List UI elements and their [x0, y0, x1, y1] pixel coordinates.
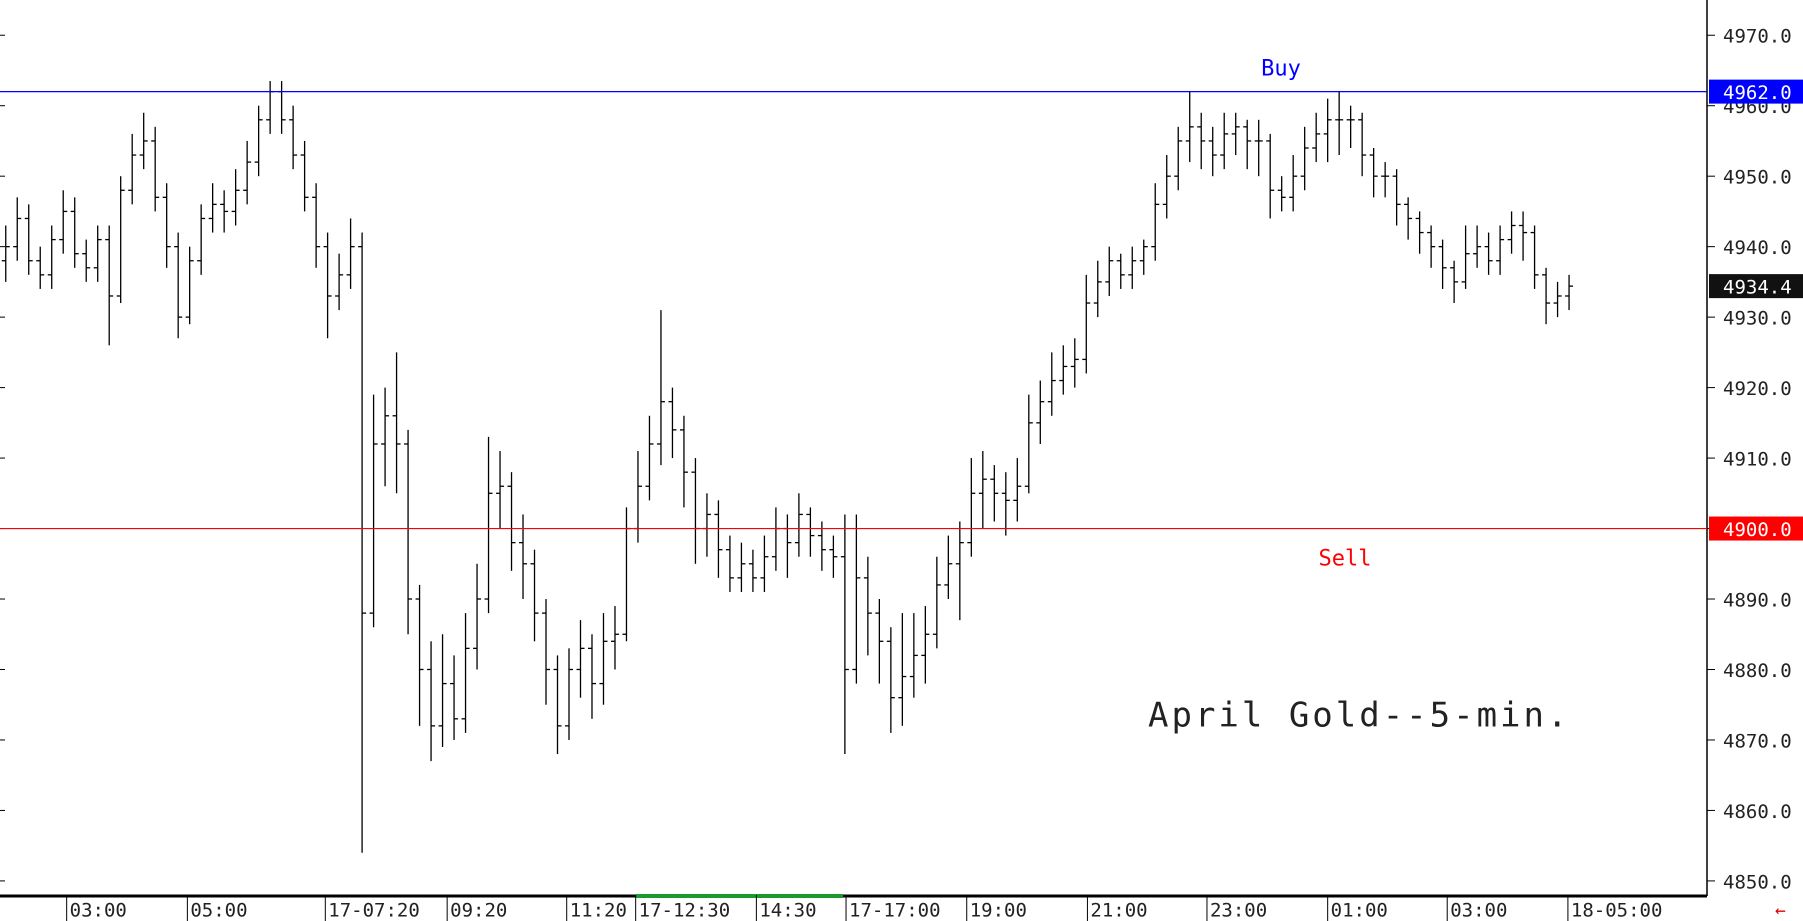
level-tag — [1709, 79, 1803, 104]
y-tick-label: 4950.0 — [1723, 167, 1792, 189]
y-tick-label: 4920.0 — [1723, 378, 1792, 400]
x-tick-label: 03:00 — [1450, 900, 1507, 921]
x-tick-label: 18-05:00 — [1571, 900, 1663, 921]
last-price-tag — [1709, 274, 1803, 299]
x-tick-label: 19:00 — [970, 900, 1027, 921]
y-tick-label: 4940.0 — [1723, 237, 1792, 259]
x-tick-label: 17-12:30 — [639, 900, 731, 921]
level-tag-label: 4962.0 — [1723, 82, 1792, 104]
y-tick-label: 4860.0 — [1723, 801, 1792, 823]
y-tick-label: 4970.0 — [1723, 26, 1792, 48]
x-tick-label: 23:00 — [1210, 900, 1267, 921]
x-tick-label: 17-17:00 — [849, 900, 941, 921]
x-tick-label: 03:00 — [70, 900, 127, 921]
y-tick-label: 4930.0 — [1723, 308, 1792, 330]
x-tick-label: 21:00 — [1090, 900, 1147, 921]
y-tick-label: 4910.0 — [1723, 449, 1792, 471]
x-tick-label: 01:00 — [1331, 900, 1388, 921]
y-tick-label: 4850.0 — [1723, 871, 1792, 893]
level-tag — [1709, 516, 1803, 541]
y-tick-label: 4880.0 — [1723, 660, 1792, 682]
chart-title: April Gold--5-min. — [1148, 696, 1570, 736]
y-tick-label: 4890.0 — [1723, 590, 1792, 612]
scroll-arrow[interactable]: ← — [1775, 900, 1786, 921]
x-tick-label: 09:20 — [450, 900, 507, 921]
x-tick-label: 17-07:20 — [328, 900, 420, 921]
x-tick-label: 14:30 — [759, 900, 816, 921]
level-name: Sell — [1319, 547, 1372, 572]
level-tag-label: 4900.0 — [1723, 519, 1792, 541]
x-tick-label: 11:20 — [570, 900, 627, 921]
last-price-label: 4934.4 — [1723, 277, 1792, 299]
x-tick-label: 05:00 — [190, 900, 247, 921]
y-tick-label: 4870.0 — [1723, 730, 1792, 752]
level-name: Buy — [1261, 57, 1301, 82]
